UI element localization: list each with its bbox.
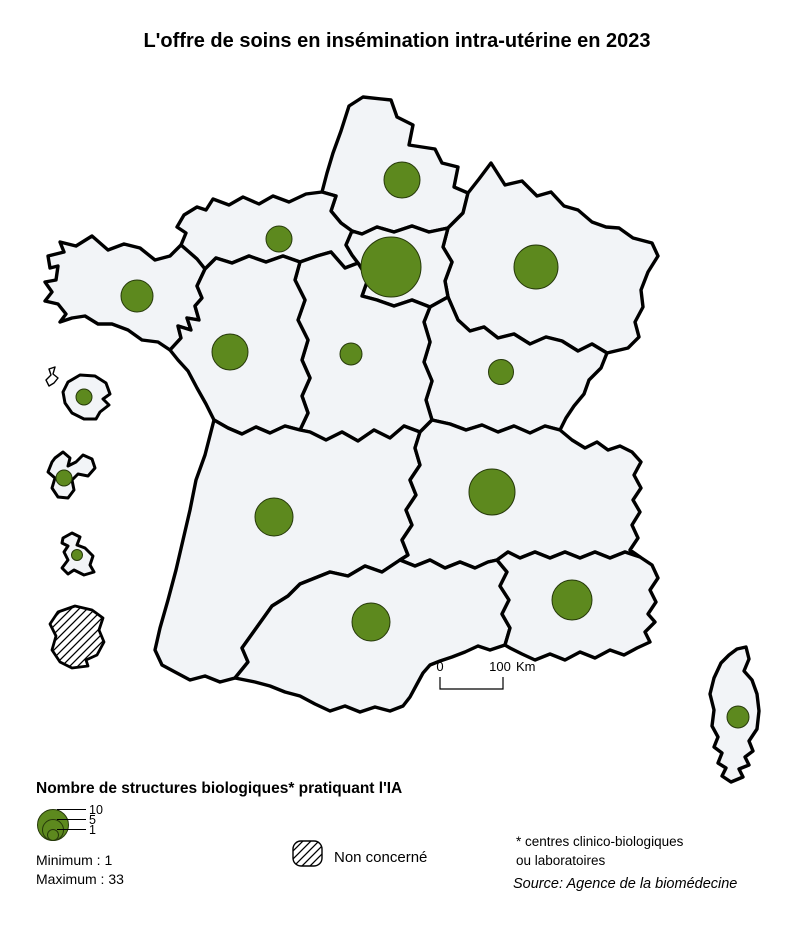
footnote-line-1: * centres clinico-biologiques — [516, 834, 684, 849]
page-title: L'offre de soins en insémination intra-u… — [143, 30, 651, 52]
symbol-circle-outre-mer-2 — [55, 469, 73, 487]
symbol-circle-bretagne — [120, 279, 154, 313]
region-auvergne-rhone-alpes — [398, 418, 643, 570]
footnote: * centres clinico-biologiques ou laborat… — [516, 832, 683, 870]
symbol-circle-nouvelle-aquitaine — [254, 497, 294, 537]
scale-unit-label: Km — [516, 659, 536, 674]
symbol-circle-ile-de-france — [360, 236, 422, 298]
scale-zero-label: 0 — [436, 659, 443, 674]
scale-hundred-label: 100 — [489, 659, 511, 674]
symbol-circle-grand-est — [513, 244, 559, 290]
footnote-line-2: ou laboratoires — [516, 853, 606, 868]
legend-title: Nombre de structures biologiques* pratiq… — [36, 780, 403, 797]
symbol-circle-corse — [726, 705, 750, 729]
not-concerned-label: Non concerné — [334, 849, 428, 866]
symbol-circle-pays-de-la-loire — [211, 333, 249, 371]
symbol-circle-hauts-de-france — [383, 161, 421, 199]
symbol-circle-auvergne-rhone-alpes — [468, 468, 516, 516]
symbol-circle-normandie — [265, 225, 293, 253]
symbol-circle-outre-mer-3 — [71, 549, 83, 561]
region-guyane-hatched — [48, 604, 106, 670]
source-credit: Source: Agence de la biomédecine — [513, 876, 738, 892]
legend-size-circle-1 — [47, 829, 59, 841]
legend-minimum: Minimum : 1 — [36, 852, 113, 868]
symbol-layer — [55, 161, 750, 729]
symbol-circle-outre-mer-1 — [75, 388, 93, 406]
symbol-circle-centre-val-de-loire — [339, 342, 363, 366]
legend-size-label-1: 1 — [89, 823, 96, 837]
legend-size-label-5: 5 — [89, 813, 96, 827]
legend-maximum: Maximum : 33 — [36, 871, 124, 887]
legend-size-label-10: 10 — [89, 803, 103, 817]
island-squiggle — [45, 366, 59, 387]
scale-bar: 0 100 Km — [436, 659, 536, 690]
symbol-circle-bourgogne-franche-comte — [488, 359, 514, 385]
not-concerned-swatch — [292, 840, 323, 867]
symbol-circle-occitanie — [351, 602, 391, 642]
symbol-circle-provence-alpes-cote-d-azur — [551, 579, 593, 621]
